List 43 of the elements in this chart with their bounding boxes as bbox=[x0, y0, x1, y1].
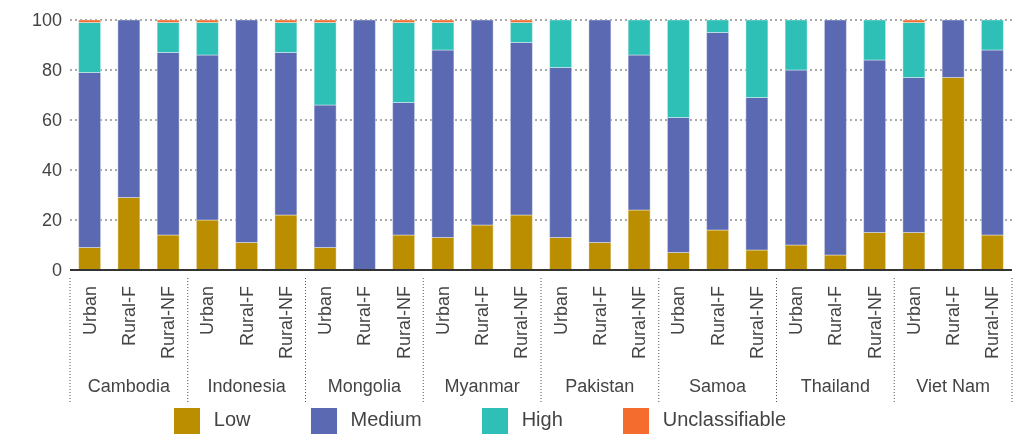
x-tick-label: Rural-NF bbox=[275, 286, 296, 360]
x-tick-label: Rural-F bbox=[118, 286, 139, 347]
x-tick-label: Urban bbox=[668, 286, 689, 336]
x-tick-label: Urban bbox=[79, 286, 100, 336]
text: Cambodia bbox=[87, 376, 171, 396]
legend-label: Low bbox=[213, 408, 251, 431]
x-tick-label: Rural-F bbox=[589, 286, 610, 347]
text: Thailand bbox=[800, 376, 870, 396]
x-tick-label: Urban bbox=[903, 286, 924, 336]
text: Samoa bbox=[689, 376, 748, 396]
x-tick-label: Urban bbox=[315, 286, 336, 336]
x-tick-label: Rural-NF bbox=[393, 286, 414, 360]
x-tick-label: Urban bbox=[197, 286, 218, 336]
x-tick-label: Rural-NF bbox=[982, 286, 1003, 360]
x-tick-label: Rural-F bbox=[236, 286, 257, 347]
x-tick-label: Rural-F bbox=[825, 286, 846, 347]
x-tick-label: Rural-NF bbox=[629, 286, 650, 360]
x-tick-label: Urban bbox=[550, 286, 571, 336]
text: Mongolia bbox=[327, 376, 402, 396]
legend-label: High bbox=[521, 408, 563, 431]
legend-label: Medium bbox=[350, 408, 422, 431]
text: Indonesia bbox=[207, 376, 287, 396]
y-tick-label: 60 bbox=[41, 110, 62, 131]
bar bbox=[352, 20, 376, 270]
y-tick-label: 20 bbox=[41, 210, 62, 231]
x-tick-label: Urban bbox=[432, 286, 453, 336]
x-tick-label: Urban bbox=[786, 286, 807, 336]
y-tick-label: 0 bbox=[51, 260, 62, 281]
x-tick-label: Rural-F bbox=[472, 286, 493, 347]
text: Myanmar bbox=[444, 376, 520, 396]
x-tick-label: Rural-NF bbox=[746, 286, 767, 360]
x-tick-label: Rural-F bbox=[354, 286, 375, 347]
x-tick-label: Rural-NF bbox=[864, 286, 885, 360]
x-tick-label: Rural-NF bbox=[158, 286, 179, 360]
y-tick-label: 100 bbox=[31, 10, 62, 31]
x-tick-label: Rural-F bbox=[707, 286, 728, 347]
y-tick-label: 80 bbox=[41, 60, 62, 81]
text: Viet Nam bbox=[916, 376, 990, 396]
y-tick-label: 40 bbox=[41, 160, 62, 181]
legend-label: Unclassifiable bbox=[662, 408, 787, 431]
x-tick-label: Rural-F bbox=[943, 286, 964, 347]
text: Pakistan bbox=[565, 376, 635, 396]
x-tick-label: Rural-NF bbox=[511, 286, 532, 360]
